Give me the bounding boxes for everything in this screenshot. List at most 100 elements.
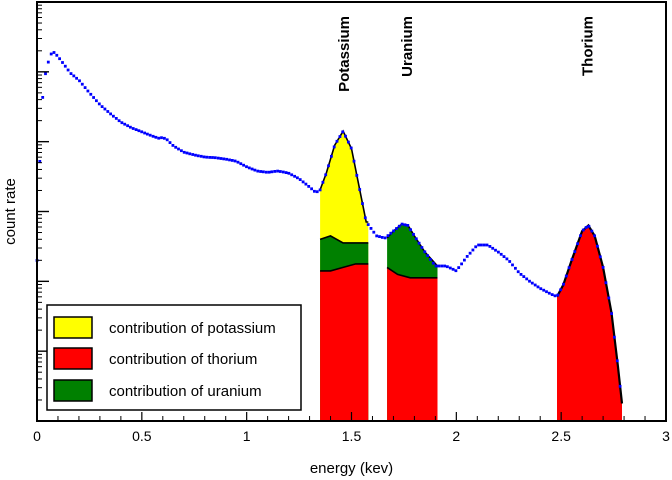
spectrum-point — [610, 312, 613, 315]
spectrum-point — [613, 335, 616, 339]
spectrum-point — [460, 262, 463, 266]
peak-labels: Potassium Uranium Thorium — [336, 16, 596, 92]
spectrum-point — [154, 135, 158, 139]
spectrum-point — [250, 167, 254, 171]
spectrum-point — [109, 112, 112, 116]
spectrum-point — [598, 255, 602, 259]
spectrum-point — [55, 53, 59, 57]
spectrum-point — [497, 250, 500, 254]
spectrum-point — [457, 266, 461, 269]
spectrum-point — [389, 231, 393, 235]
spectrum-point — [412, 233, 415, 236]
spectrum-point — [95, 99, 98, 103]
spectrum-point — [304, 182, 308, 186]
spectrum-point — [239, 162, 243, 166]
spectrum-point — [103, 107, 107, 111]
boundary-potassium-0 — [319, 129, 369, 223]
spectrum-point — [307, 185, 311, 188]
spectrum-point — [488, 245, 492, 248]
spectrum-point — [72, 74, 76, 78]
legend-swatch-potassium — [53, 316, 93, 339]
legend: contribution of potassium contribution o… — [46, 304, 302, 411]
spectrum-point — [270, 170, 274, 174]
spectrum-point — [539, 287, 543, 291]
spectrum-point — [315, 190, 319, 194]
spectrum-point — [313, 189, 316, 193]
spectrum-point — [502, 255, 506, 258]
spectrum-point — [301, 180, 305, 184]
spectrum-point — [63, 64, 67, 68]
spectrum-point — [378, 235, 381, 238]
spectrum-point — [293, 174, 296, 178]
spectrum-point — [177, 147, 180, 151]
spectrum-point — [211, 156, 214, 159]
spectrum-point — [426, 254, 429, 257]
spectrum-point — [163, 136, 166, 140]
spectrum-point — [514, 266, 517, 270]
x-tick-label: 1.5 — [342, 428, 362, 444]
spectrum-point — [61, 61, 64, 64]
spectrum-point — [222, 157, 226, 161]
spectrum-point — [468, 251, 472, 255]
spectrum-point — [423, 250, 427, 254]
spectrum-point — [126, 124, 129, 128]
spectrum-point — [267, 170, 271, 174]
x-tick-label: 2 — [452, 428, 460, 444]
legend-label-thorium: contribution of thorium — [109, 351, 257, 368]
legend-label-uranium: contribution of uranium — [109, 383, 262, 400]
spectrum-point — [363, 216, 367, 220]
spectrum-point — [581, 228, 585, 232]
legend-label-potassium: contribution of potassium — [109, 320, 276, 337]
spectrum-point — [78, 79, 81, 83]
spectrum-point — [310, 187, 313, 191]
spectrum-point — [114, 117, 118, 120]
spectrum-point — [579, 234, 582, 238]
spectrum-point — [296, 176, 299, 180]
spectrum-point — [417, 241, 421, 245]
spectrum-point — [205, 155, 209, 159]
spectrum-point — [151, 134, 155, 138]
spectrum-point — [349, 146, 353, 150]
spectrum-point — [570, 258, 574, 261]
x-tick-label: 0 — [33, 428, 41, 444]
legend-swatch-thorium — [53, 347, 93, 370]
spectrum-point — [556, 293, 560, 297]
spectrum-point — [262, 170, 265, 174]
spectrum-point — [44, 72, 47, 76]
boundary-uranium-0 — [319, 235, 369, 244]
spectrum-point — [596, 244, 599, 248]
spectrum-point — [191, 153, 195, 156]
spectrum-point — [134, 128, 138, 131]
spectrum-point — [330, 154, 333, 158]
spectrum-point — [247, 166, 251, 170]
spectrum-point — [233, 159, 237, 163]
spectrum-point — [321, 180, 325, 184]
spectrum-point — [182, 150, 186, 154]
spectrum-point — [562, 282, 565, 286]
spectrum-point — [194, 153, 197, 157]
spectrum-point — [89, 92, 93, 96]
spectrum-point — [245, 165, 248, 169]
spectrum-point — [174, 145, 178, 149]
spectrum-point — [547, 291, 551, 295]
spectrum-point — [355, 174, 359, 177]
spectrum-point — [140, 130, 144, 134]
spectrum-point — [380, 236, 384, 239]
spectrum-point — [420, 246, 424, 249]
spectrum-point — [131, 127, 135, 130]
spectrum-point — [587, 224, 591, 228]
spectrum-point — [446, 265, 449, 269]
spectrum-point — [236, 160, 240, 164]
x-tick-label: 3 — [662, 428, 670, 444]
spectrum-point — [341, 130, 345, 134]
spectrum-point — [117, 119, 121, 123]
spectrum-point — [327, 164, 330, 168]
area-thorium-1 — [387, 267, 438, 421]
spectrum-point — [593, 234, 596, 238]
spectrum-point — [324, 173, 328, 177]
spectrum-point — [482, 243, 486, 247]
spectrum-point — [528, 279, 531, 283]
spectrum-point — [185, 151, 189, 155]
spectrum-point — [66, 68, 70, 72]
